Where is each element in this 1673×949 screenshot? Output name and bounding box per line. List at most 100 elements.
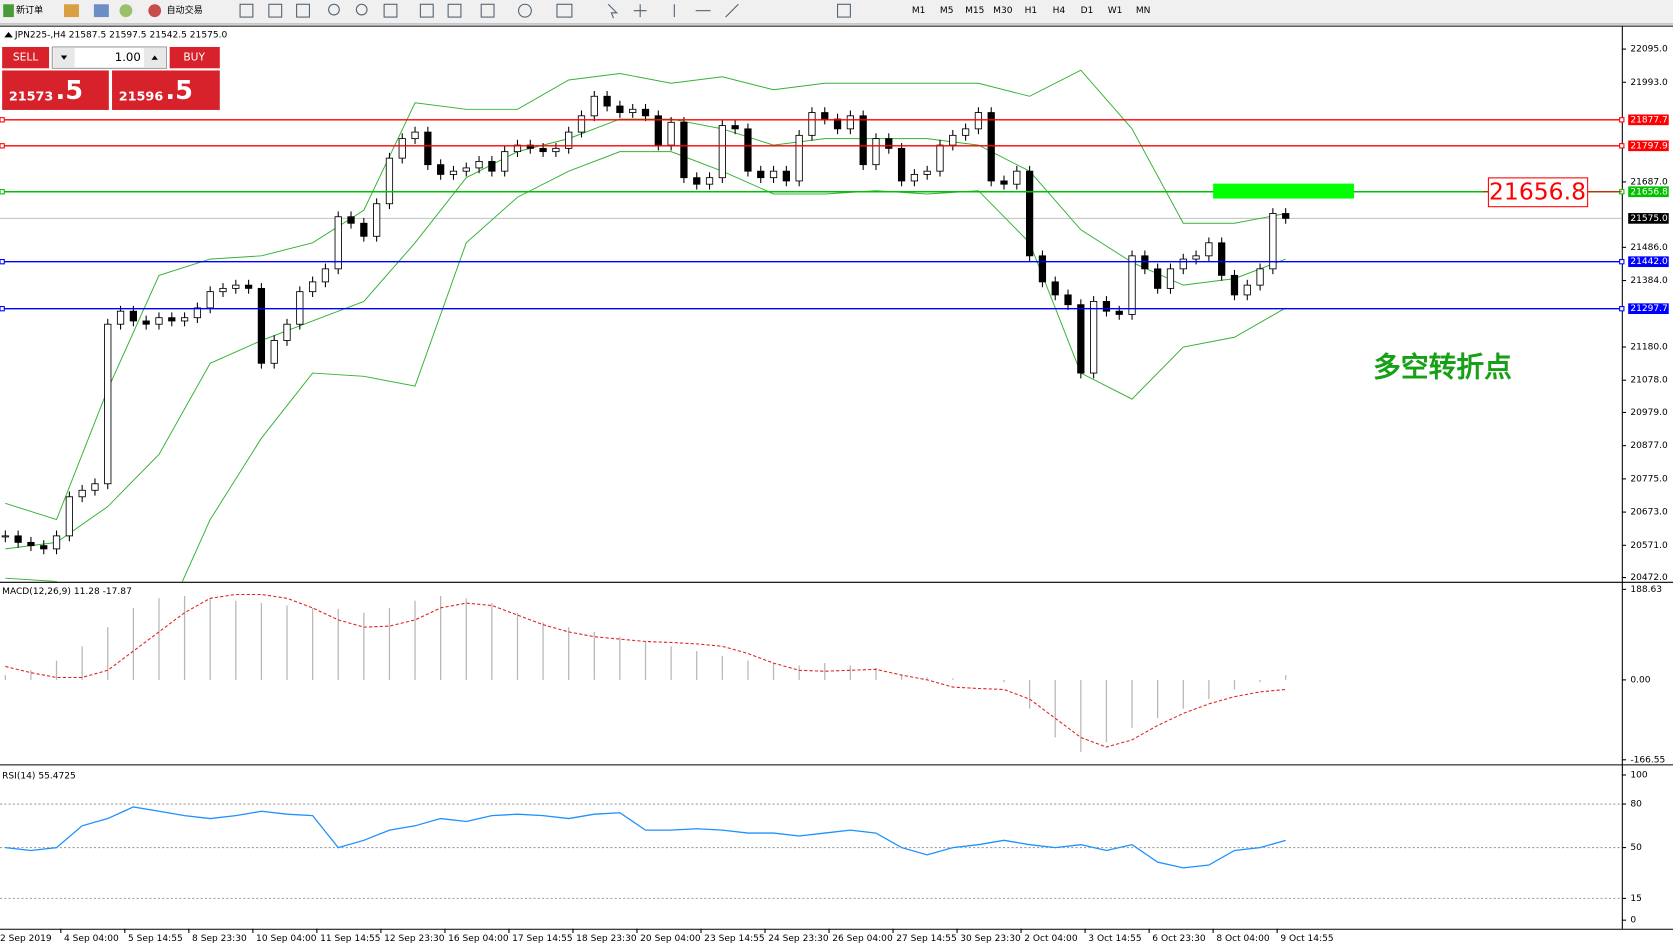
auto-trading-icon[interactable] — [148, 4, 162, 18]
level-tag-label: 21297.7 — [1630, 304, 1667, 314]
candle — [590, 95, 598, 117]
macd-bar — [286, 605, 288, 680]
candle — [65, 496, 73, 537]
macd-bar — [1285, 675, 1287, 680]
candle — [296, 291, 304, 325]
candle — [1102, 300, 1111, 312]
rsi-title: RSI(14) 55.4725 — [2, 772, 76, 782]
candle — [641, 108, 650, 117]
timeframe-button[interactable]: M1 — [912, 6, 926, 16]
toolbar-icon[interactable] — [93, 4, 109, 18]
sell-label[interactable]: SELL — [13, 51, 38, 64]
timeframe-button[interactable]: D1 — [1081, 6, 1094, 16]
candle — [974, 112, 983, 130]
macd-bar — [209, 598, 211, 680]
candle — [757, 170, 765, 179]
x-tick-label: 2 Sep 2019 — [0, 934, 52, 944]
x-tick-label: 8 Oct 04:00 — [1216, 934, 1270, 944]
lot-value[interactable]: 1.00 — [115, 50, 141, 64]
bid-price[interactable]: 21573 — [9, 90, 54, 105]
buy-label[interactable]: BUY — [183, 51, 205, 64]
candle — [731, 125, 739, 130]
current-price-tag — [1628, 213, 1669, 224]
tool[interactable] — [419, 3, 434, 18]
tool[interactable] — [480, 3, 495, 18]
macd-bar — [1259, 679, 1261, 683]
tool[interactable] — [837, 3, 851, 18]
candle — [180, 317, 189, 322]
candle — [424, 131, 432, 166]
candle — [680, 121, 688, 179]
macd-bar — [183, 595, 186, 680]
macd-bar — [55, 660, 58, 680]
ask-box[interactable] — [112, 70, 220, 110]
ask-price[interactable]: 21596 — [119, 90, 164, 105]
macd-bar — [1003, 679, 1005, 683]
candle — [629, 108, 637, 113]
candle — [1, 535, 9, 538]
tool[interactable] — [518, 3, 532, 18]
new-order-icon[interactable] — [3, 4, 14, 18]
macd-bar — [542, 622, 544, 680]
tool[interactable] — [383, 3, 398, 18]
candle — [1243, 284, 1251, 296]
macd-bar — [696, 651, 698, 680]
sell-button[interactable] — [2, 46, 50, 69]
y-tick-label: 80 — [1630, 800, 1642, 810]
chart-header: JPN225-,H4 21587.5 21597.5 21542.5 21575… — [14, 31, 228, 41]
candle — [577, 115, 586, 133]
tool[interactable] — [268, 3, 283, 18]
candle — [1192, 255, 1200, 260]
tool[interactable] — [725, 3, 739, 18]
timeframe-button[interactable]: M15 — [965, 6, 984, 16]
candle — [52, 535, 61, 550]
tool[interactable] — [633, 4, 647, 18]
timeframe-button[interactable]: W1 — [1108, 6, 1123, 16]
timeframe-button[interactable]: H4 — [1053, 6, 1066, 16]
tool[interactable] — [556, 3, 573, 18]
tool[interactable] — [296, 3, 310, 18]
timeframe-button[interactable]: H1 — [1025, 6, 1038, 16]
ask-pips[interactable]: .5 — [165, 76, 193, 106]
current-price-label: 21575.0 — [1630, 214, 1668, 224]
candle — [1000, 180, 1008, 185]
lot-input[interactable] — [51, 46, 167, 69]
candle — [14, 535, 22, 543]
timeframe-button[interactable]: M5 — [940, 6, 954, 16]
macd-bar — [1208, 679, 1210, 700]
macd-bar — [849, 665, 852, 680]
candle — [616, 105, 624, 113]
y-tick-label: 20571.0 — [1630, 541, 1668, 551]
macd-bar — [1028, 679, 1031, 709]
tool[interactable] — [447, 3, 462, 18]
macd-bar — [1080, 679, 1082, 752]
candle — [1166, 268, 1175, 289]
toolbar-icon[interactable] — [64, 4, 79, 18]
candle — [385, 157, 394, 205]
candle — [1205, 242, 1213, 257]
tool[interactable] — [355, 3, 368, 16]
macd-bar — [30, 670, 32, 680]
candle — [1282, 213, 1290, 219]
macd-bar — [798, 665, 800, 680]
candle — [897, 147, 906, 182]
auto-trading[interactable]: 自动交易 — [166, 4, 202, 16]
x-tick-label: 18 Sep 23:30 — [576, 934, 637, 944]
macd-bar — [260, 603, 263, 680]
toolbar-icon[interactable] — [119, 4, 133, 18]
bid-box[interactable] — [2, 70, 109, 110]
timeframe-button[interactable]: MN — [1136, 6, 1151, 16]
timeframe-button[interactable]: M30 — [993, 6, 1013, 16]
macd-bar — [1131, 679, 1133, 728]
bid-pips[interactable]: .5 — [55, 76, 83, 106]
new-order[interactable]: 新订单 — [16, 4, 43, 16]
tool[interactable] — [239, 3, 254, 18]
tool[interactable] — [607, 3, 618, 19]
y-tick-label: 21993.0 — [1630, 78, 1668, 88]
x-tick-label: 3 Oct 14:55 — [1088, 934, 1141, 944]
buy-button[interactable] — [169, 46, 220, 69]
macd-bar — [875, 667, 877, 680]
tool[interactable] — [328, 3, 340, 16]
y-tick-label: 0 — [1630, 916, 1636, 926]
